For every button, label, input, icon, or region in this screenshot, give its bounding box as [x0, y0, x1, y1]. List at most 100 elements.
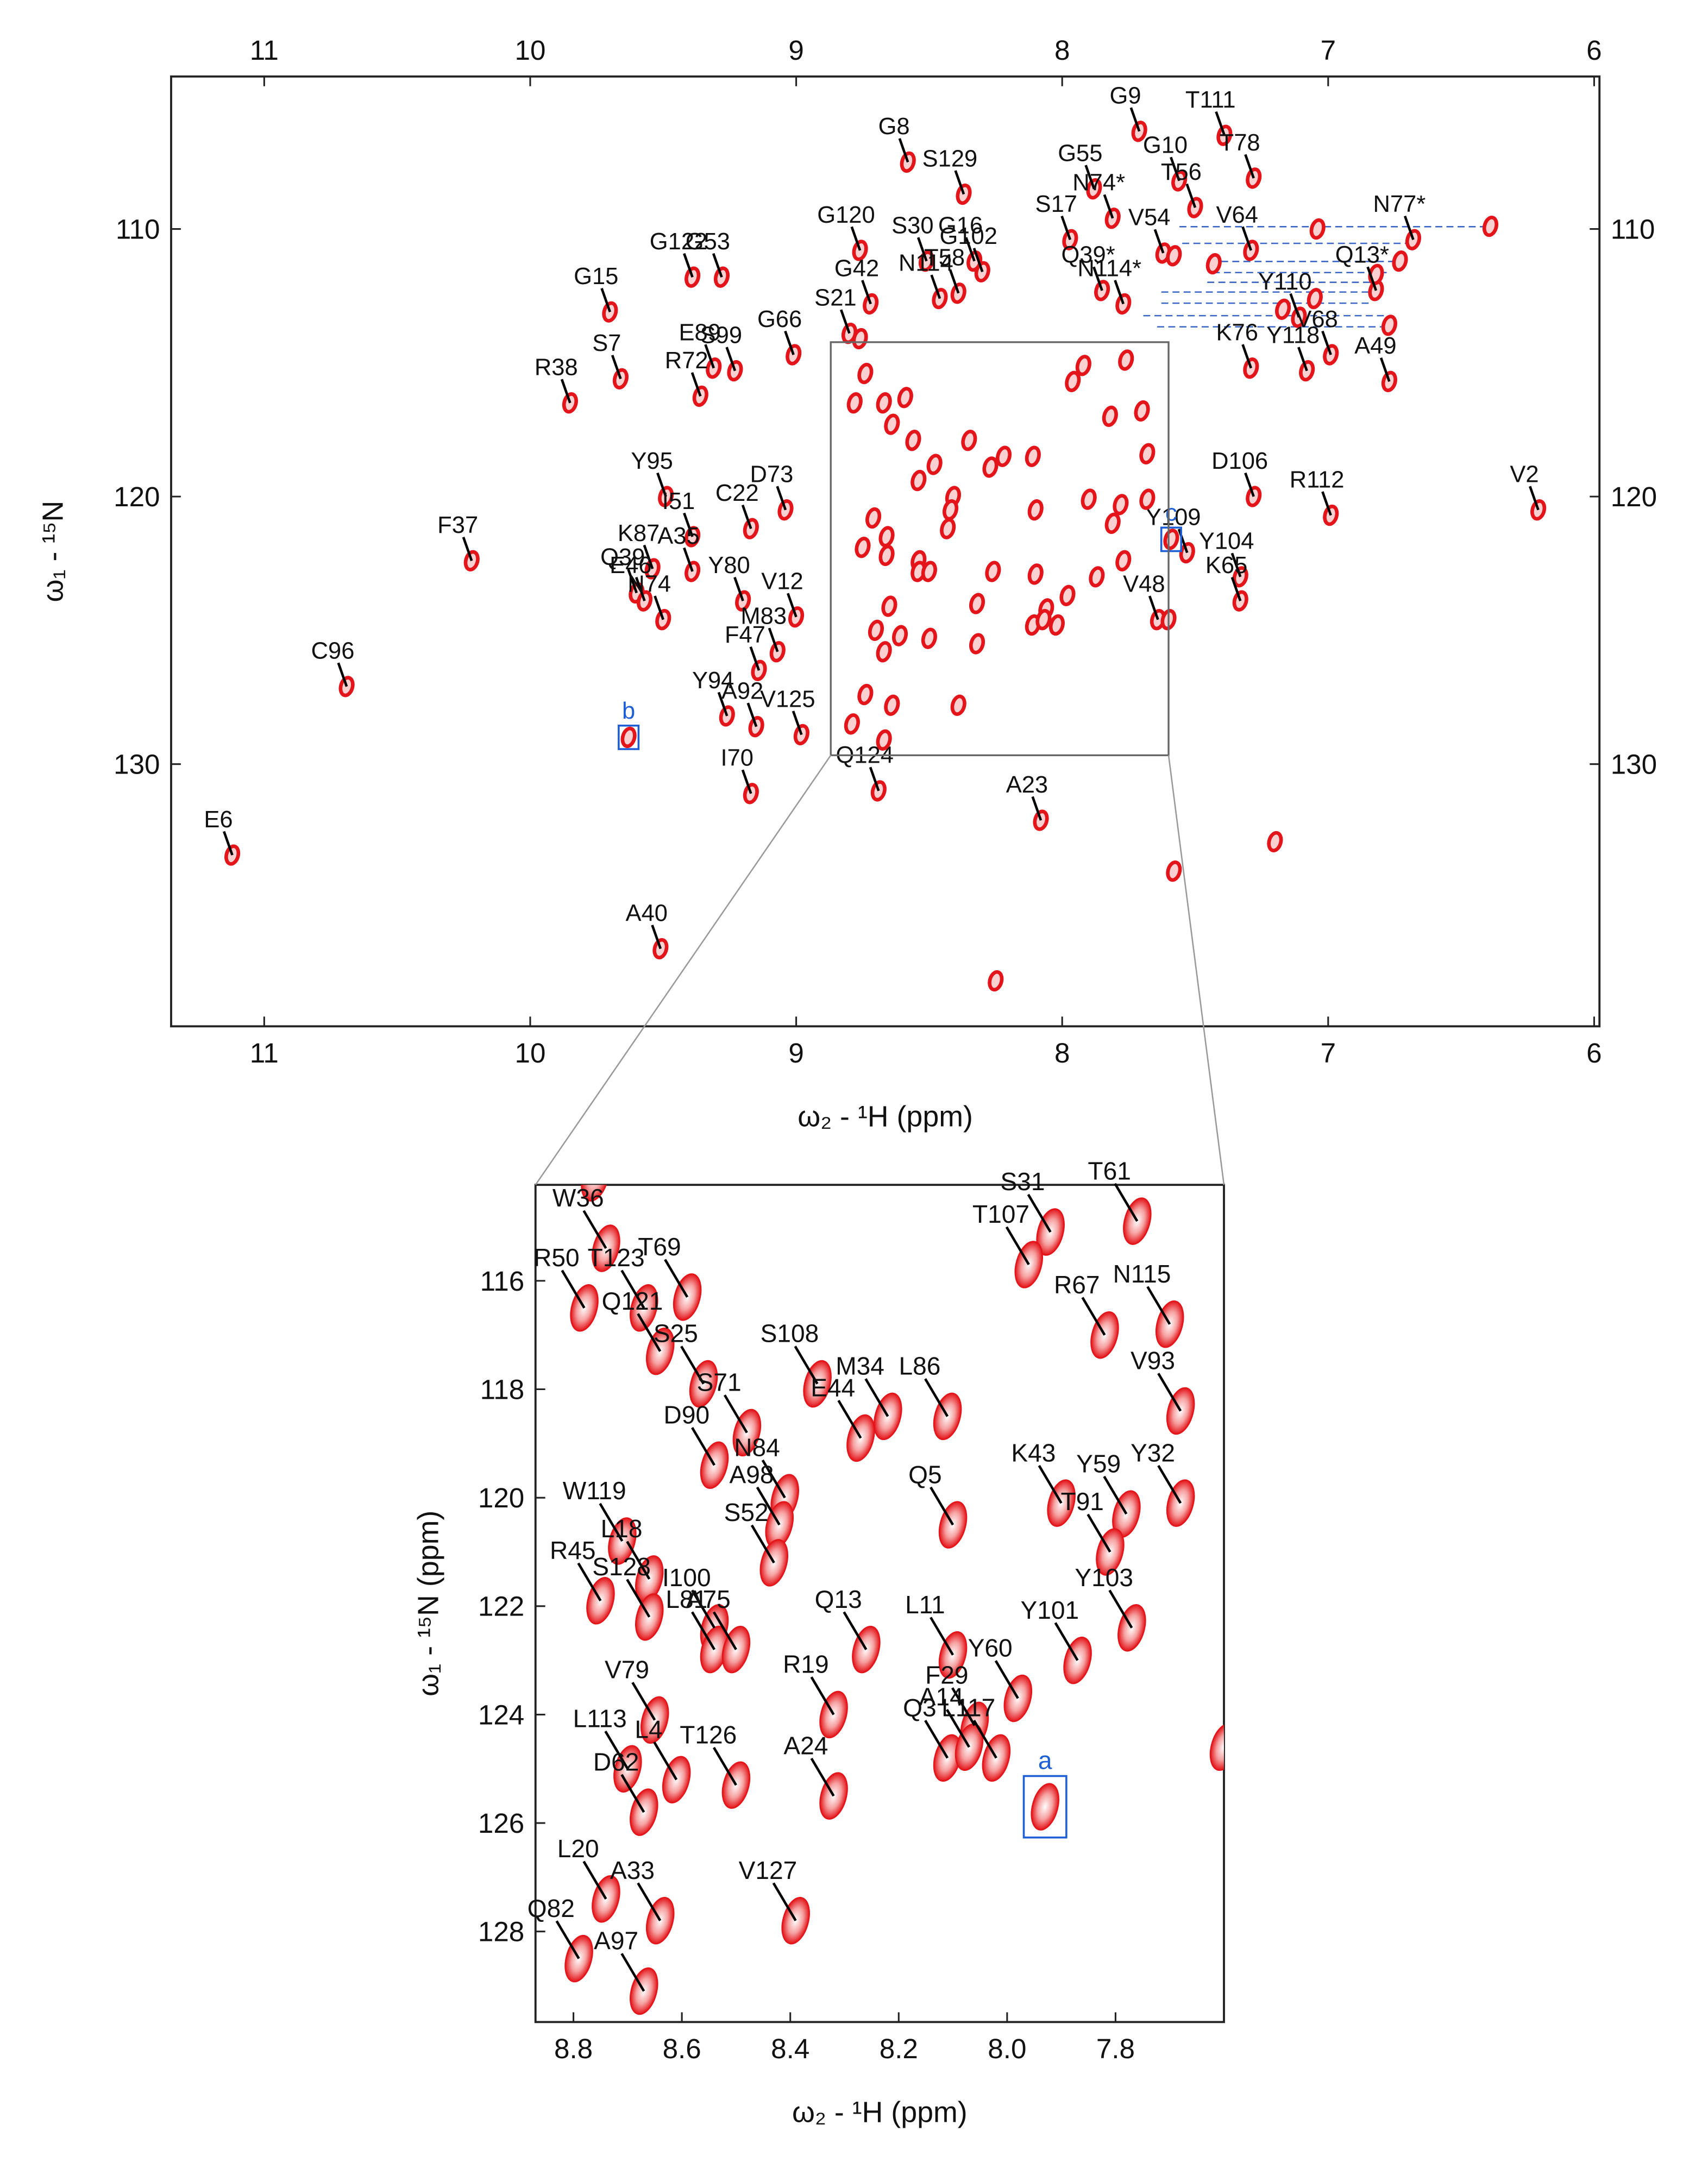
zoom-connector [535, 755, 832, 1185]
peak-overview [969, 593, 985, 614]
label-leader [1157, 1373, 1182, 1412]
label-leader [916, 237, 928, 262]
peak-overview [1115, 550, 1132, 571]
peak-overview [961, 430, 977, 451]
label-leader [1005, 1226, 1030, 1266]
label-leader [654, 595, 664, 620]
y-tick-label-right: 120 [1611, 481, 1657, 512]
peak [1163, 529, 1179, 550]
peak [788, 606, 805, 628]
peak-label: Y118 [1266, 322, 1320, 348]
peak-label: Q5 [908, 1460, 941, 1488]
peak-label: N77* [1373, 191, 1426, 217]
peak-overview [1081, 488, 1097, 510]
peak-label: L81 [665, 1585, 707, 1613]
peak-label: Y109 [1146, 504, 1201, 530]
peak-label: N115 [1113, 1260, 1171, 1288]
label-leader [869, 766, 880, 791]
label-leader [1170, 156, 1180, 181]
peak [870, 780, 887, 802]
peak-overview [1048, 614, 1065, 636]
peak-overview [884, 413, 900, 435]
peak-label: T91 [1061, 1487, 1104, 1516]
y-tick-label: 120 [114, 481, 160, 512]
label-leader [1153, 229, 1165, 254]
peak-label: S17 [1035, 191, 1077, 217]
x-tick-label-top: 7 [1321, 35, 1336, 66]
label-leader [1031, 796, 1043, 821]
label-leader [930, 1617, 955, 1656]
x-tick-label: 7.8 [1096, 2033, 1135, 2064]
label-leader [691, 1589, 716, 1629]
x-tick-label: 8 [1054, 1038, 1070, 1068]
peak-label: A24 [783, 1731, 828, 1759]
peak-label: G55 [1058, 140, 1102, 166]
peak [1166, 860, 1182, 882]
peak-label: T61 [1088, 1156, 1131, 1185]
y-tick-label: 128 [478, 1916, 524, 1947]
peak-overview [969, 633, 985, 655]
label-leader [1403, 215, 1415, 241]
peak-overview [921, 561, 937, 582]
label-leader [839, 309, 851, 334]
peak-label: Y101 [1021, 1596, 1079, 1624]
peak-label: N74 [627, 571, 671, 597]
peak-overview [982, 456, 999, 478]
label-leader [965, 237, 976, 262]
label-leader [924, 1378, 949, 1417]
y-axis-label: ω₁ - ¹⁵N (ppm) [412, 1511, 445, 1696]
peak-label: V125 [760, 686, 815, 712]
label-leader [582, 1210, 607, 1249]
peak-overview [1104, 512, 1121, 535]
peak-label: I70 [720, 745, 753, 771]
peak [932, 287, 948, 310]
peak-overview [1139, 488, 1156, 510]
peak-label: T107 [972, 1200, 1029, 1228]
label-leader [656, 472, 667, 497]
peak [727, 360, 743, 382]
peak-label: V93 [1131, 1347, 1175, 1375]
peak-label: V79 [605, 1656, 649, 1684]
x-tick-label-top: 8 [1054, 35, 1070, 66]
label-leader [843, 1611, 868, 1650]
peak-overview [891, 625, 908, 646]
peak-label: Y80 [708, 552, 750, 579]
y-tick-label: 122 [478, 1591, 524, 1622]
highlight-label: c [1165, 500, 1177, 526]
peak-label: R112 [1290, 467, 1345, 493]
peak-label: S99 [700, 322, 742, 348]
peak-label: Q13 [815, 1585, 862, 1613]
peak-overview [1075, 355, 1091, 376]
label-leader [561, 1269, 586, 1309]
label-leader [756, 1486, 781, 1526]
peak-overview [855, 537, 871, 558]
label-leader [1092, 266, 1103, 291]
peak-label: Y59 [1076, 1449, 1121, 1478]
peak-label: L20 [557, 1834, 599, 1863]
label-leader [794, 1346, 819, 1385]
label-leader [690, 372, 702, 397]
peak-label: L18 [601, 1514, 643, 1543]
peak-label: N74* [1072, 170, 1125, 196]
label-leader [631, 1682, 656, 1721]
highlight-label: a [1038, 1746, 1052, 1775]
peak-label: Y94 [692, 668, 734, 694]
label-leader [1060, 215, 1072, 241]
highlight-label: b [622, 698, 635, 724]
label-leader [768, 627, 779, 652]
label-leader [1103, 1475, 1128, 1515]
peak [786, 344, 802, 366]
x-tick-label: 10 [514, 1038, 545, 1068]
peak-label: S128 [592, 1552, 651, 1581]
label-leader [749, 646, 761, 671]
peak-label: A40 [626, 900, 668, 926]
peak [620, 726, 637, 749]
label-leader [620, 1269, 645, 1309]
x-axis-label: ω₂ - ¹H (ppm) [792, 2096, 968, 2129]
label-leader [664, 1259, 689, 1298]
label-leader [1054, 1622, 1079, 1661]
label-leader [930, 1486, 955, 1526]
peak-overview [905, 430, 921, 451]
label-leader [626, 1579, 651, 1618]
